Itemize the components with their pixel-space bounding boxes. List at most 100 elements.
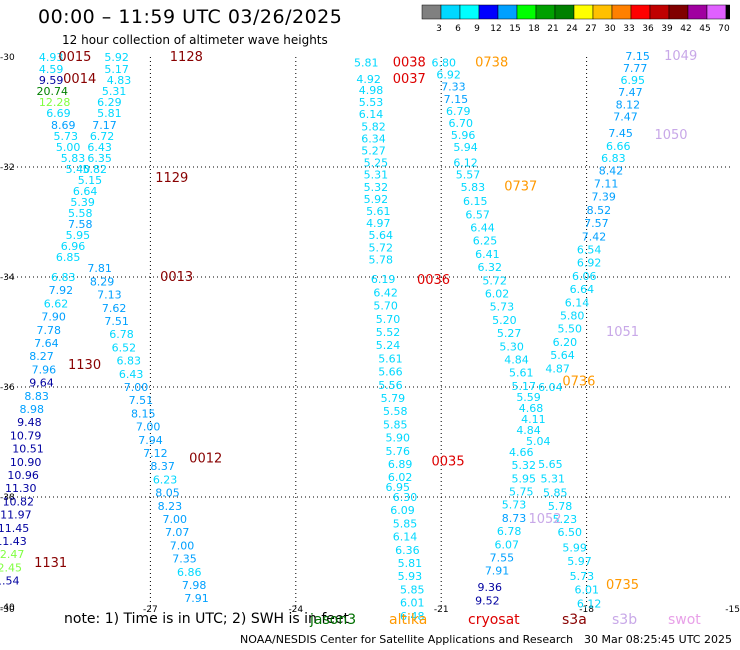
wave-height-value: 6.72 <box>90 130 115 143</box>
pass-time-label: 0035 <box>432 454 465 469</box>
wave-height-value: 5.72 <box>369 241 394 254</box>
colorbar-label: 9 <box>474 24 480 34</box>
colorbar-label: 39 <box>661 24 673 34</box>
wave-height-value: 6.62 <box>44 297 68 310</box>
colorbar-label: 33 <box>623 24 634 34</box>
wave-height-value: 7.15 <box>444 93 469 106</box>
wave-height-value: 5.79 <box>381 392 406 405</box>
wave-height-value: 9.52 <box>475 594 500 607</box>
satellite-legend-altika: altika <box>389 612 428 628</box>
wave-height-value: 5.75 <box>509 486 534 499</box>
wave-height-value: 5.72 <box>482 274 507 287</box>
wave-height-value: 4.98 <box>359 84 384 97</box>
wave-height-value: 6.12 <box>453 157 478 170</box>
wave-height-value: 4.84 <box>504 354 529 367</box>
lon-tick-label: -30 <box>0 605 15 615</box>
wave-height-value: 5.31 <box>102 85 127 98</box>
wave-height-value: 8.15 <box>131 407 156 420</box>
wave-height-value: 7.90 <box>41 311 66 324</box>
wave-height-value: 12.45 <box>0 561 22 574</box>
wave-height-value: 6.83 <box>51 271 76 284</box>
wave-height-value: 5.61 <box>366 205 391 218</box>
wave-height-value: 5.65 <box>538 458 563 471</box>
pass-time-label: 1129 <box>155 171 188 186</box>
wave-height-value: 7.15 <box>625 50 650 63</box>
wave-height-value: 9.64 <box>29 377 54 390</box>
wave-height-value: 5.76 <box>385 445 410 458</box>
wave-height-value: 5.73 <box>570 570 595 583</box>
credit-date: 30 Mar 08:25:45 UTC 2025 <box>584 633 732 646</box>
wave-height-value: 6.23 <box>153 473 178 486</box>
wave-height-value: 7.00 <box>124 381 149 394</box>
wave-height-value: 5.93 <box>398 570 423 583</box>
wave-height-value: 4.84 <box>516 424 541 437</box>
wave-height-value: 11.45 <box>0 522 29 535</box>
wave-height-value: 7.35 <box>172 553 197 566</box>
colorbar-label: 30 <box>604 24 616 34</box>
lon-tick-label: -18 <box>579 605 594 615</box>
wave-height-value: 5.27 <box>361 145 386 158</box>
colorbar-label: 42 <box>680 24 691 34</box>
wave-height-value: 7.17 <box>92 119 117 132</box>
wave-height-value: 5.78 <box>548 500 573 513</box>
wave-height-value: 6.04 <box>538 381 563 394</box>
wave-height-value: 5.83 <box>461 181 486 194</box>
wave-height-value: 5.92 <box>364 193 389 206</box>
wave-height-value: 6.96 <box>61 240 85 253</box>
wave-height-value: 6.54 <box>577 244 602 257</box>
pass-time-label: 1052 <box>528 512 561 527</box>
pass-time-label: 0015 <box>58 50 91 65</box>
wave-height-value: 10.90 <box>10 456 41 469</box>
wave-height-value: 5.94 <box>453 141 478 154</box>
wave-height-value: 5.61 <box>378 352 403 365</box>
wave-height-value: 5.59 <box>516 391 541 404</box>
wave-height-value: 5.58 <box>383 405 408 418</box>
wave-height-value: 7.51 <box>129 394 154 407</box>
wave-height-value: 7.47 <box>613 110 638 123</box>
wave-height-value: 7.13 <box>97 289 122 302</box>
wave-height-value: 8.27 <box>29 350 54 363</box>
pass-time-label: 0737 <box>504 179 537 194</box>
wave-height-value: 5.25 <box>364 157 389 170</box>
wave-height-value: 20.74 <box>37 85 69 98</box>
colorbar-label: 70 <box>718 24 730 34</box>
wave-height-value: 6.78 <box>497 525 521 538</box>
wave-height-value: 7.78 <box>37 324 62 337</box>
lat-tick-label: -40 <box>0 603 15 613</box>
colorbar-label: 18 <box>528 24 540 34</box>
wave-height-value: 6.85 <box>56 251 81 264</box>
wave-height-value: 6.25 <box>473 235 498 248</box>
wave-height-value: 6.14 <box>565 296 590 309</box>
wave-height-value: 5.27 <box>497 327 521 340</box>
lat-tick-label: -34 <box>0 273 15 283</box>
wave-height-value: 6.02 <box>388 471 413 484</box>
wave-height-value: 8.69 <box>51 119 76 132</box>
wave-height-value: 6.80 <box>432 57 457 70</box>
lat-tick-label: -32 <box>0 163 15 173</box>
wave-height-value: 6.06 <box>572 270 597 283</box>
wave-height-value: 10.82 <box>3 495 35 508</box>
satellite-legend-s3b: s3b <box>612 612 638 628</box>
wave-height-value: 6.48 <box>400 610 425 623</box>
wave-height-value: 7.81 <box>87 262 112 275</box>
satellite-track: 5.814.924.985.536.145.826.345.275.255.31… <box>354 56 465 623</box>
wave-height-value: 7.39 <box>591 191 616 204</box>
pass-time-label: 1128 <box>170 50 203 65</box>
wave-height-value: 12.47 <box>0 548 24 561</box>
wave-height-value: 8.37 <box>150 460 175 473</box>
wave-height-value: 6.79 <box>446 105 471 118</box>
pass-time-label: 0038 <box>393 56 426 71</box>
pass-time-label: 0036 <box>417 273 450 288</box>
wave-height-value: 4.97 <box>366 217 391 230</box>
wave-height-value: 5.31 <box>364 169 389 182</box>
wave-height-value: 6.78 <box>109 328 134 341</box>
wave-height-value: 6.95 <box>385 481 410 494</box>
wave-height-value: 4.11 <box>521 413 546 426</box>
wave-height-value: 5.83 <box>61 152 85 165</box>
wave-height-value: 11.43 <box>0 535 27 548</box>
wave-height-value: 5.66 <box>378 366 403 379</box>
pass-time-label: 0037 <box>393 72 426 87</box>
wave-height-value: 5.50 <box>558 323 583 336</box>
lat-tick-label: -30 <box>0 53 15 63</box>
